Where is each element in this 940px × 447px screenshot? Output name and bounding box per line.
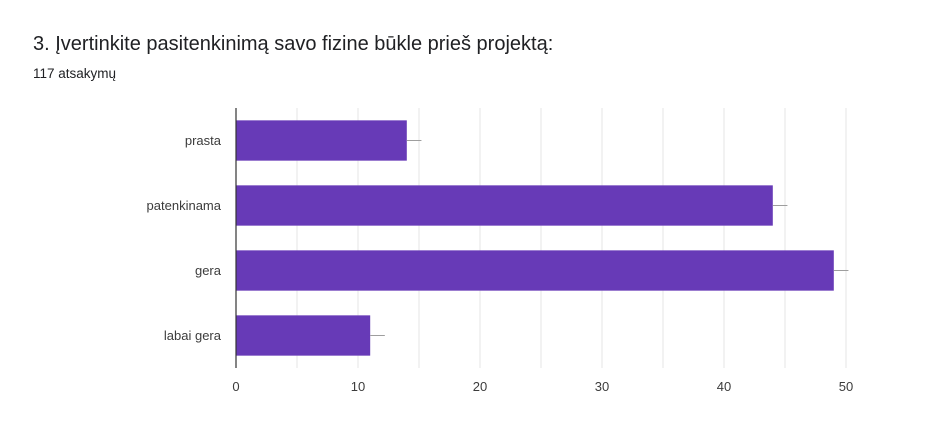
bar-labai-gera: [236, 315, 371, 356]
x-tick-label: 0: [232, 379, 239, 394]
x-tick-label: 10: [351, 379, 365, 394]
question-title: 3. Įvertinkite pasitenkinimą savo fizine…: [33, 33, 554, 55]
x-tick-label: 30: [595, 379, 609, 394]
category-label: prasta: [185, 133, 222, 148]
response-count: 117 atsakymų: [33, 66, 117, 81]
labels: prasta patenkinama gera labai gera 0 10 20 30 40…: [147, 133, 854, 394]
category-label: labai gera: [164, 328, 222, 343]
x-tick-label: 40: [717, 379, 731, 394]
x-tick-label: 20: [473, 379, 487, 394]
category-label: gera: [195, 263, 222, 278]
bar-patenkinama: [236, 185, 773, 226]
x-tick-label: 50: [839, 379, 853, 394]
bar-prasta: [236, 120, 407, 161]
category-label: patenkinama: [147, 198, 222, 213]
bar-gera: [236, 250, 834, 291]
bars: [236, 120, 849, 356]
